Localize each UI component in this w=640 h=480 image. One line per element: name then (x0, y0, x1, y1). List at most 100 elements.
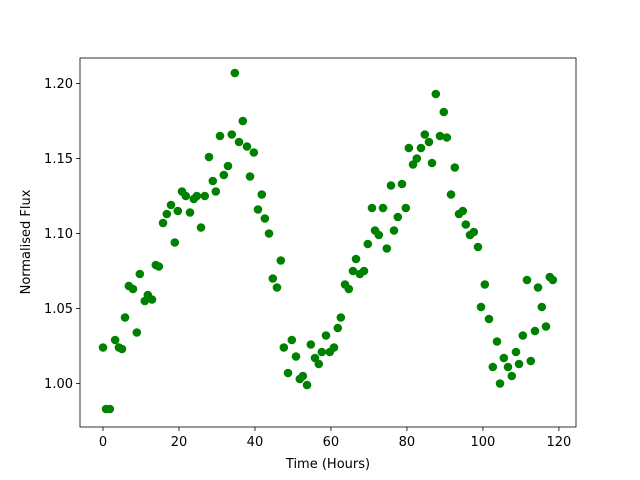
point (170, 238, 180, 247)
point (537, 302, 547, 312)
point (359, 266, 369, 276)
point (533, 283, 543, 292)
point (268, 274, 278, 283)
plot-frame (79, 57, 577, 428)
point (424, 137, 434, 147)
point (420, 130, 430, 139)
point (185, 208, 195, 217)
point (389, 226, 399, 235)
point (476, 302, 486, 312)
point (272, 283, 282, 292)
point (238, 116, 248, 126)
point (336, 313, 346, 322)
point (291, 352, 301, 361)
point (548, 275, 558, 285)
point (260, 214, 270, 223)
point (514, 359, 524, 369)
point (378, 203, 388, 213)
point (158, 218, 168, 228)
point (98, 343, 108, 352)
point (492, 337, 502, 346)
point (192, 191, 202, 201)
point (105, 404, 115, 414)
point (488, 362, 498, 372)
point (242, 142, 252, 151)
point (526, 356, 536, 366)
point (348, 266, 358, 276)
point (397, 179, 407, 189)
point (480, 280, 490, 289)
point (245, 172, 255, 181)
point (196, 223, 206, 232)
point (431, 89, 441, 99)
point (234, 137, 244, 147)
point (306, 340, 316, 349)
y-tick-label: 1.00 (44, 377, 73, 392)
point (416, 143, 426, 153)
point (404, 143, 414, 153)
point (442, 133, 452, 142)
point (495, 379, 505, 388)
point (117, 344, 127, 354)
point (473, 242, 483, 252)
point (458, 206, 468, 216)
point (541, 322, 551, 331)
point (132, 328, 142, 337)
point (382, 244, 392, 253)
point (522, 275, 532, 285)
point (393, 212, 403, 222)
y-tick-label: 1.10 (44, 227, 73, 242)
point (276, 256, 286, 265)
point (499, 353, 509, 363)
point (469, 227, 479, 237)
point (181, 191, 191, 201)
point (344, 284, 354, 294)
point (200, 191, 210, 201)
point (166, 200, 176, 210)
point (298, 371, 308, 381)
point (128, 284, 138, 294)
point (446, 190, 456, 199)
point (230, 68, 240, 78)
x-tick-label: 0 (99, 435, 107, 450)
point (154, 262, 164, 271)
point (249, 148, 259, 157)
point (367, 203, 377, 213)
x-tick-label: 120 (546, 435, 571, 450)
point (333, 323, 343, 333)
point (162, 209, 172, 219)
point (257, 190, 267, 199)
point (287, 335, 297, 345)
y-axis-label: Normalised Flux (19, 189, 34, 294)
point (351, 254, 361, 264)
point (321, 331, 331, 340)
x-tick-label: 100 (471, 435, 496, 450)
x-tick-label: 40 (247, 435, 264, 450)
point (401, 203, 411, 213)
x-tick-label: 20 (171, 435, 188, 450)
point (450, 163, 460, 172)
point (427, 158, 437, 168)
y-tick-label: 1.05 (44, 302, 73, 317)
point (484, 314, 494, 324)
point (461, 220, 471, 229)
point (302, 380, 312, 390)
point (173, 206, 183, 216)
point (223, 161, 233, 171)
point (412, 154, 422, 163)
point (219, 170, 229, 180)
point (215, 131, 225, 141)
point (518, 331, 528, 340)
point (317, 347, 327, 357)
y-tick-label: 1.20 (44, 77, 73, 92)
point (329, 343, 339, 352)
point (439, 107, 449, 117)
point (503, 362, 513, 372)
point (511, 347, 521, 357)
x-axis-label: Time (Hours) (285, 457, 370, 472)
y-tick-label: 1.15 (44, 152, 73, 167)
point (530, 326, 540, 336)
point (211, 187, 221, 196)
